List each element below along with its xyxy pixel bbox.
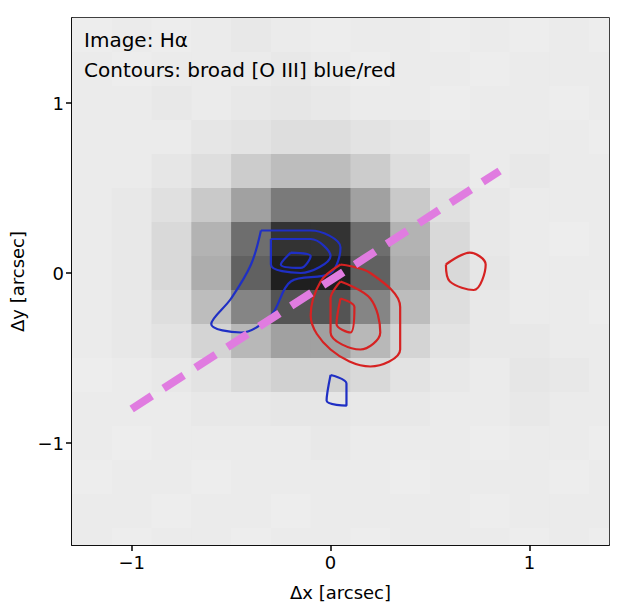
svg-text:−1: −1 <box>118 552 145 573</box>
svg-text:0: 0 <box>325 552 336 573</box>
svg-text:Δy [arcsec]: Δy [arcsec] <box>7 231 28 332</box>
svg-text:1: 1 <box>53 93 64 114</box>
svg-text:Contours: broad [O III] blue/r: Contours: broad [O III] blue/red <box>84 58 396 82</box>
svg-text:1: 1 <box>524 552 535 573</box>
svg-text:−1: −1 <box>37 433 64 454</box>
svg-text:Δx [arcsec]: Δx [arcsec] <box>290 582 391 603</box>
svg-text:0: 0 <box>53 263 64 284</box>
svg-text:Image: Hα: Image: Hα <box>84 28 188 52</box>
